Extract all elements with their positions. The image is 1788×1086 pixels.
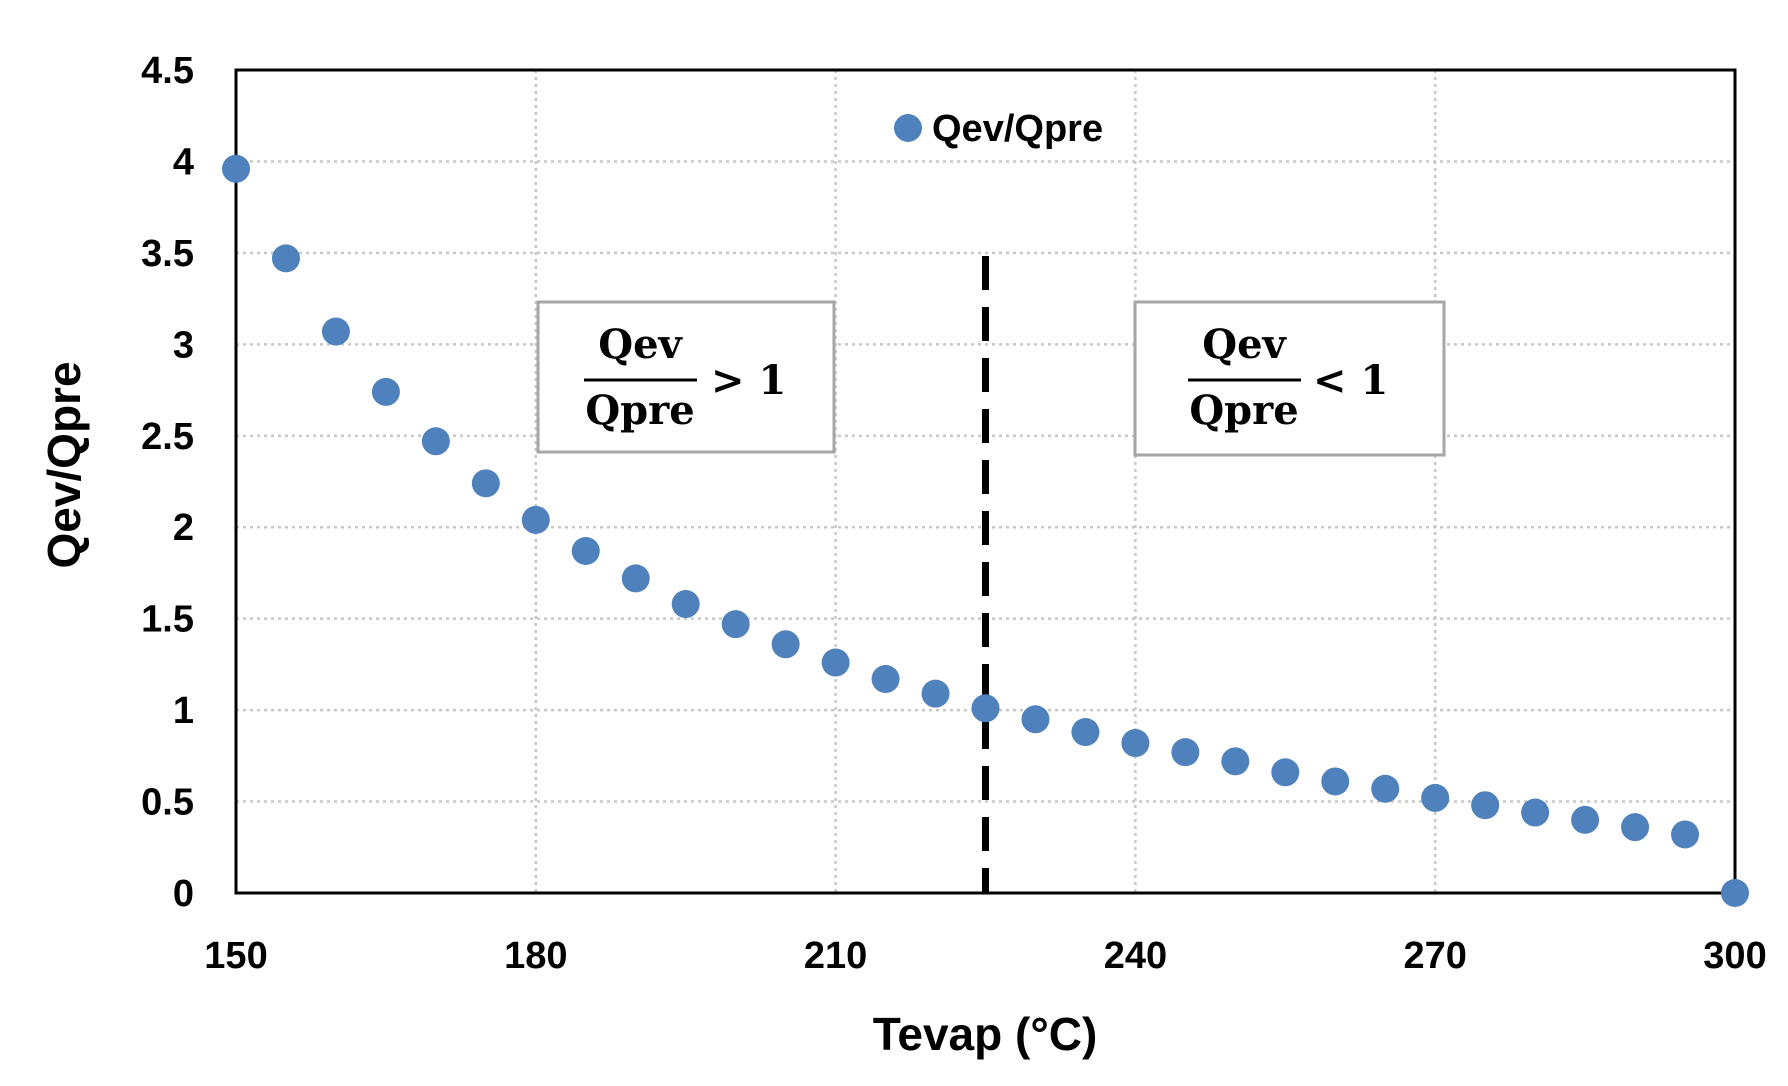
y-tick-label: 3 [173, 324, 194, 366]
y-tick-label: 1.5 [141, 599, 194, 641]
x-tick-label: 240 [1104, 935, 1167, 977]
data-point [821, 648, 850, 677]
data-point [421, 427, 450, 456]
y-tick-label: 2 [173, 507, 194, 549]
y-tick-labels: 0 0.5 1 1.5 2 2.5 3 3.5 4 4.5 [141, 50, 194, 915]
data-point [1321, 767, 1350, 796]
data-point [621, 564, 650, 593]
annotation-box-greater-than-one: Qev Qpre > 1 [536, 300, 836, 454]
y-tick-label: 4 [173, 141, 194, 183]
data-point [871, 665, 900, 694]
x-tick-label: 300 [1703, 935, 1766, 977]
y-axis-title: Qev/Qpre [38, 361, 90, 568]
data-point [1271, 758, 1300, 787]
data-point [222, 154, 250, 183]
fraction-numerator: Qev [598, 321, 683, 368]
x-axis-title: Tevap (°C) [873, 1008, 1098, 1060]
data-point [1521, 798, 1550, 827]
legend-label: Qev/Qpre [932, 108, 1103, 150]
data-point [1021, 705, 1050, 734]
data-points [222, 154, 1749, 907]
y-tick-label: 0 [173, 873, 194, 915]
data-point [921, 679, 950, 708]
data-point [1721, 879, 1749, 907]
y-tick-label: 1 [173, 690, 194, 732]
x-tick-label: 270 [1403, 935, 1466, 977]
data-point [1121, 729, 1150, 758]
fraction-denominator: Qpre [585, 387, 694, 434]
data-point [1421, 783, 1450, 812]
data-point [1671, 820, 1700, 849]
data-point [1371, 774, 1400, 803]
legend: Qev/Qpre [894, 108, 1103, 150]
data-point [721, 610, 750, 639]
data-point [1221, 747, 1250, 776]
y-tick-label: 2.5 [141, 416, 194, 458]
fraction-relation: < 1 [1313, 357, 1388, 404]
annotation-box-less-than-one: Qev Qpre < 1 [1133, 300, 1446, 457]
data-point [1571, 805, 1600, 834]
y-tick-label: 0.5 [141, 782, 194, 824]
x-tick-label: 150 [204, 935, 267, 977]
fraction-numerator: Qev [1202, 321, 1287, 368]
data-point [321, 317, 350, 346]
data-point [971, 694, 1000, 723]
y-tick-label: 3.5 [141, 233, 194, 275]
data-point [521, 505, 550, 534]
data-point [1071, 718, 1100, 747]
x-tick-label: 180 [504, 935, 567, 977]
data-point [271, 244, 300, 273]
data-point [671, 590, 700, 619]
legend-marker [894, 114, 922, 142]
data-point [571, 536, 600, 565]
data-point [771, 630, 800, 659]
x-tick-labels: 150 180 210 240 270 300 [204, 935, 1766, 977]
data-point [1171, 738, 1200, 767]
data-point [471, 469, 500, 498]
data-point [371, 377, 400, 406]
fraction-denominator: Qpre [1189, 387, 1298, 434]
y-tick-label: 4.5 [141, 50, 194, 92]
data-point [1621, 813, 1650, 842]
x-tick-label: 210 [804, 935, 867, 977]
data-point [1471, 791, 1500, 820]
fraction-relation: > 1 [711, 357, 786, 404]
